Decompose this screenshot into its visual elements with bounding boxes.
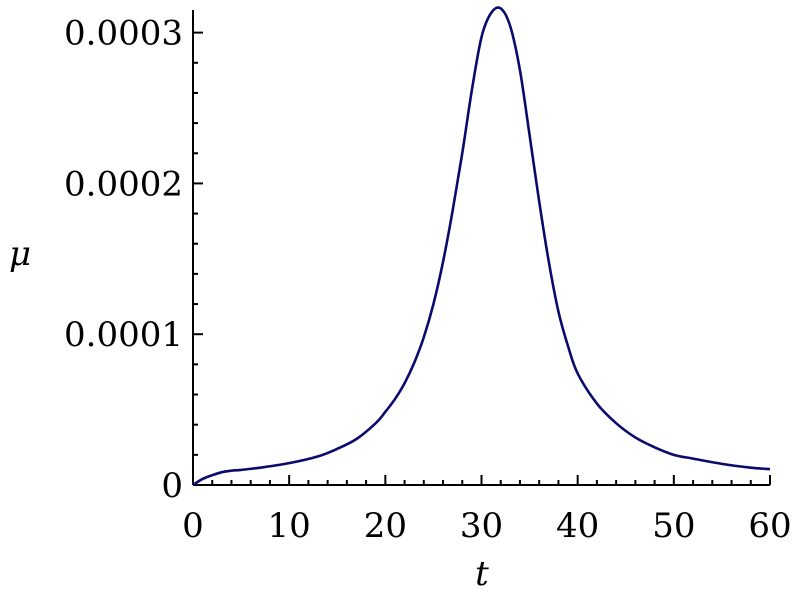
series-layer bbox=[192, 6, 771, 487]
y-ticks: 0 0.0001 0.0002 0.0003 bbox=[64, 14, 203, 506]
y-tick-label: 0.0002 bbox=[64, 164, 183, 204]
x-tick-label: 30 bbox=[460, 506, 503, 546]
x-tick-label: 60 bbox=[748, 506, 791, 546]
x-tick-label: 10 bbox=[268, 506, 311, 546]
x-tick-label: 20 bbox=[364, 506, 407, 546]
y-tick-label: 0.0003 bbox=[64, 14, 183, 54]
series-line bbox=[192, 6, 771, 487]
y-axis-label: μ bbox=[9, 234, 31, 274]
x-tick-label: 50 bbox=[652, 506, 695, 546]
axes bbox=[192, 10, 770, 486]
y-tick-label: 0.0001 bbox=[64, 315, 183, 355]
x-tick-label: 40 bbox=[556, 506, 599, 546]
x-axis-label: t bbox=[475, 554, 489, 594]
x-tick-label: 0 bbox=[182, 506, 204, 546]
y-tick-label: 0 bbox=[161, 466, 183, 506]
x-ticks: 0 10 20 30 40 50 60 bbox=[182, 475, 792, 546]
